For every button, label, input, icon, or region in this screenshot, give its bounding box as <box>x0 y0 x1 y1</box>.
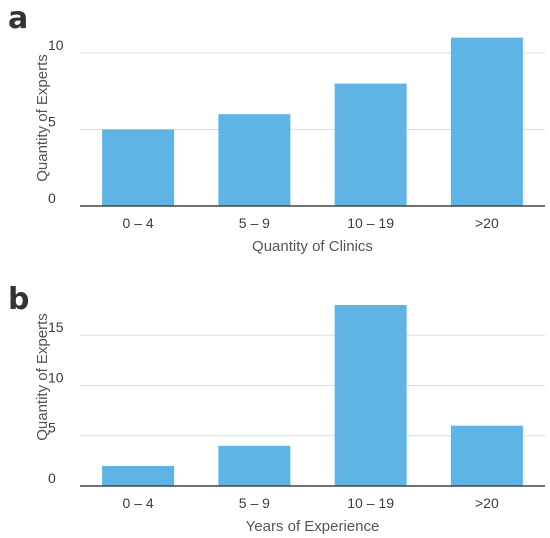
bar <box>218 114 291 206</box>
bar <box>102 465 175 486</box>
y-tick-label: 10 <box>48 37 64 53</box>
x-tick-label: >20 <box>475 495 499 511</box>
y-tick-label: 5 <box>48 420 56 436</box>
bar <box>218 445 291 486</box>
panel-label-a: a <box>8 1 29 36</box>
y-tick-label: 0 <box>48 190 56 206</box>
x-tick-label: 10 – 19 <box>347 215 394 231</box>
x-tick-label: 10 – 19 <box>347 495 394 511</box>
x-axis-title: Years of Experience <box>246 518 380 535</box>
x-tick-label: >20 <box>475 215 499 231</box>
bar-chart-b: 0 5 10 15 0 – 4 5 – 9 10 – 19 >20 Years of Exper… <box>34 305 545 535</box>
x-tick-label: 0 – 4 <box>123 215 154 231</box>
y-tick-label: 5 <box>48 113 56 129</box>
y-tick-label: 10 <box>48 369 64 385</box>
bar <box>334 305 407 486</box>
bar <box>450 37 523 206</box>
y-tick-label: 15 <box>48 319 64 335</box>
x-tick-label: 0 – 4 <box>123 495 154 511</box>
x-tick-label: 5 – 9 <box>239 215 270 231</box>
bar <box>450 425 523 486</box>
y-axis-title: Quantity of Experts <box>34 54 51 182</box>
x-axis-title: Quantity of Clinics <box>252 238 373 255</box>
y-axis-title: Quantity of Experts <box>34 313 51 441</box>
bar-chart-a: 0 5 10 0 – 4 5 – 9 10 – 19 >20 Quantity of Clin… <box>34 37 545 255</box>
panel-label-b: b <box>8 282 30 317</box>
bar <box>334 83 407 206</box>
y-tick-label: 0 <box>48 470 56 486</box>
bar <box>102 129 175 206</box>
x-tick-label: 5 – 9 <box>239 495 270 511</box>
